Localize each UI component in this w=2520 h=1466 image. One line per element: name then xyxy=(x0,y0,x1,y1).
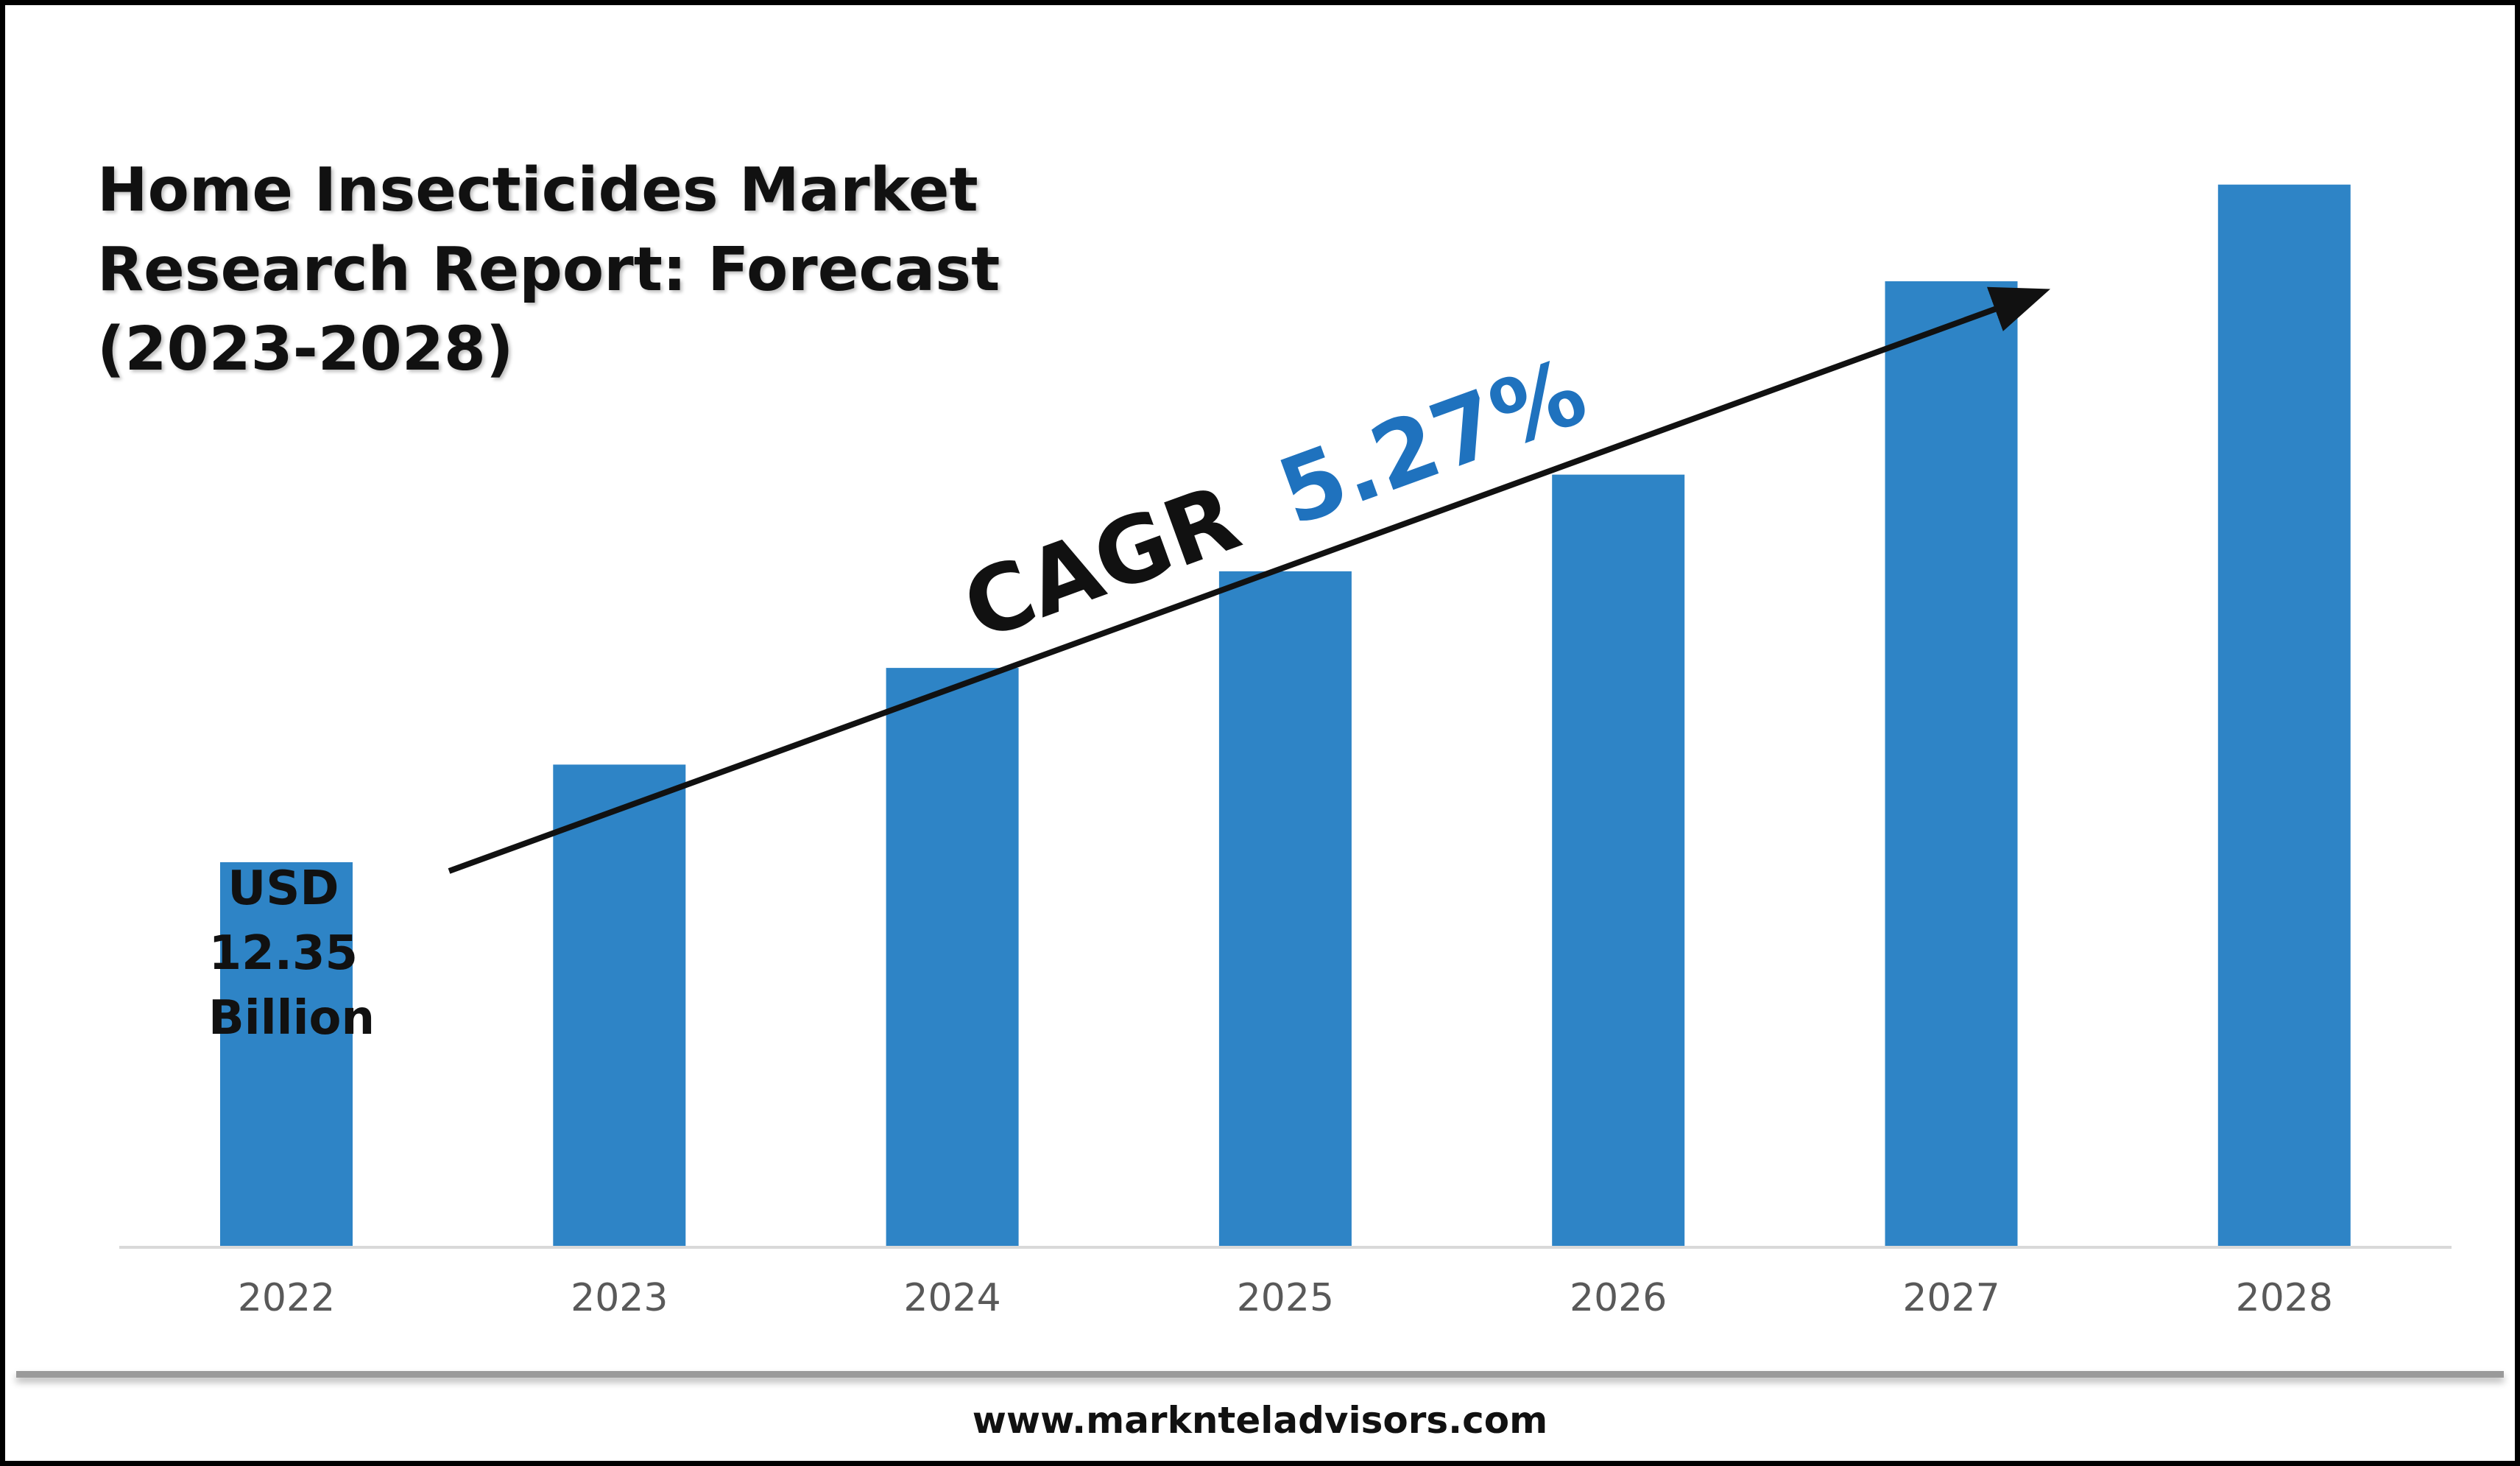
callout-line-1: USD xyxy=(227,861,339,916)
x-axis-tick-labels: 2022 2023 2024 2025 2026 2027 2028 xyxy=(238,1276,2333,1320)
x-tick-label-2025: 2025 xyxy=(1237,1276,1334,1320)
callout-line-3: Billion xyxy=(208,991,375,1046)
x-tick-label-2027: 2027 xyxy=(1902,1276,2000,1320)
x-tick-label-2028: 2028 xyxy=(2236,1276,2333,1320)
x-tick-label-2024: 2024 xyxy=(903,1276,1000,1320)
bar-2022 xyxy=(220,862,353,1247)
first-bar-callout: USD 12.35 Billion xyxy=(208,861,375,1046)
bar-2023 xyxy=(553,764,686,1247)
bar-2027 xyxy=(1885,281,2018,1247)
cagr-trend-arrow xyxy=(448,286,2051,874)
x-tick-label-2023: 2023 xyxy=(571,1276,668,1320)
x-tick-label-2022: 2022 xyxy=(238,1276,335,1320)
bar-2026 xyxy=(1552,474,1685,1247)
bar-2024 xyxy=(886,668,1019,1247)
footer-website-link[interactable]: www.marknteladvisors.com xyxy=(972,1399,1548,1442)
bar-series xyxy=(220,184,2351,1248)
bar-2028 xyxy=(2217,184,2351,1248)
x-tick-label-2026: 2026 xyxy=(1570,1276,1667,1320)
chart-title: Home Insecticides Market Research Report… xyxy=(97,151,1000,390)
callout-line-2: 12.35 xyxy=(209,926,358,981)
chart-title-line-3: (2023-2028) xyxy=(97,314,514,384)
bar-2025 xyxy=(1218,571,1352,1247)
chart-title-line-2: Research Report: Forecast xyxy=(97,235,1000,305)
footer-divider xyxy=(16,1371,2504,1378)
chart-title-line-1: Home Insecticides Market xyxy=(97,155,978,225)
